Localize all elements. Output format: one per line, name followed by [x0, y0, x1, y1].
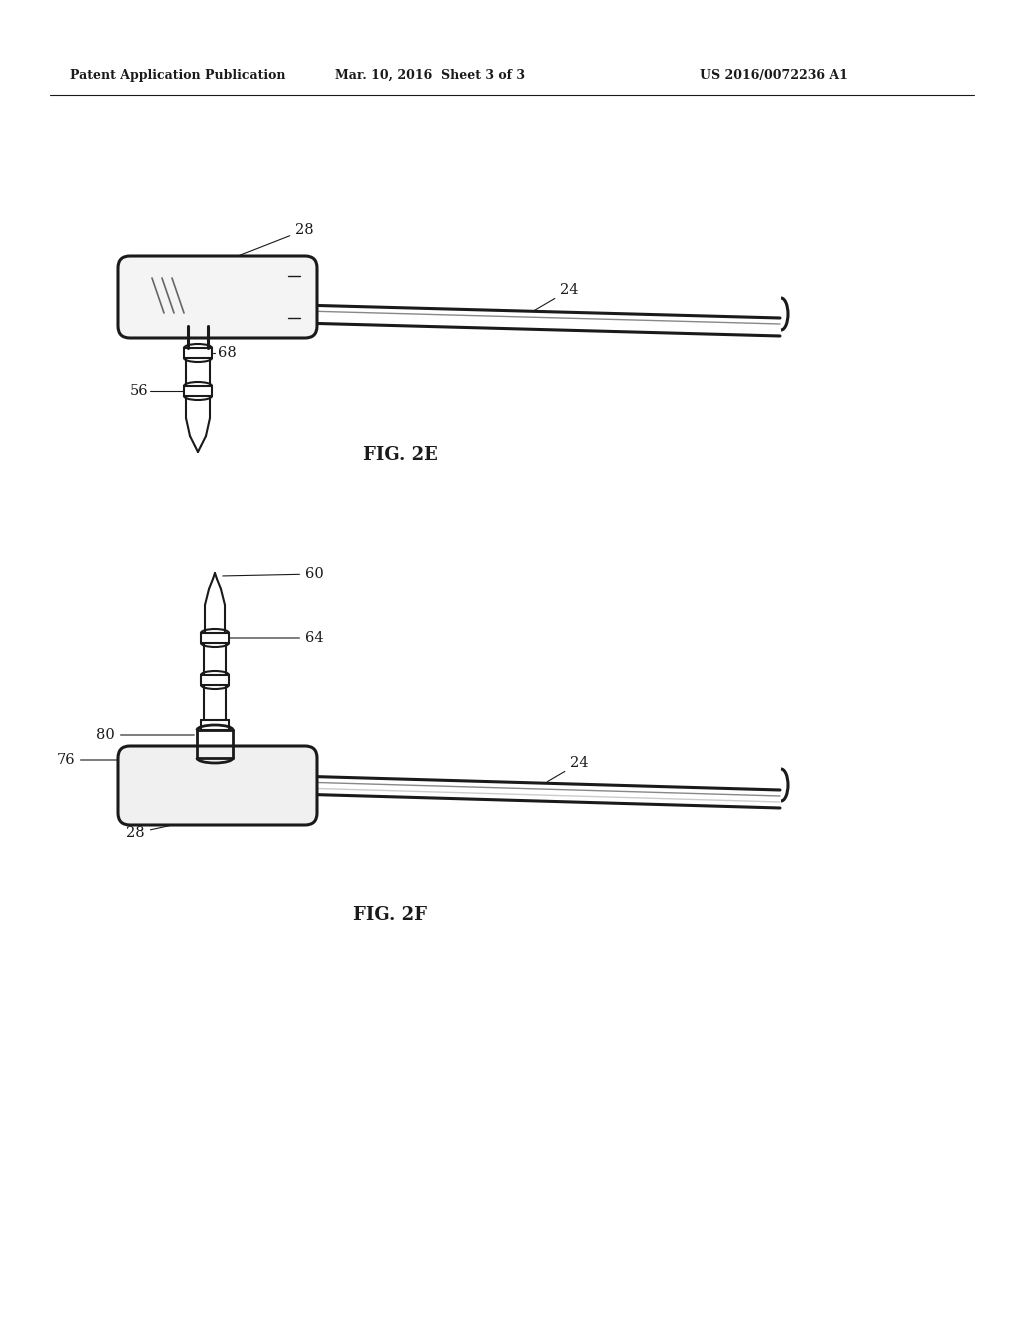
- Text: 76: 76: [56, 752, 132, 767]
- Text: 80: 80: [96, 729, 195, 742]
- Text: 60: 60: [223, 568, 324, 581]
- Text: US 2016/0072236 A1: US 2016/0072236 A1: [700, 69, 848, 82]
- Text: Mar. 10, 2016  Sheet 3 of 3: Mar. 10, 2016 Sheet 3 of 3: [335, 69, 525, 82]
- Text: 28: 28: [217, 223, 313, 264]
- Text: 24: 24: [532, 282, 579, 312]
- Text: Patent Application Publication: Patent Application Publication: [70, 69, 286, 82]
- Text: 56: 56: [129, 384, 148, 399]
- Text: 28: 28: [126, 818, 203, 840]
- Text: FIG. 2E: FIG. 2E: [362, 446, 437, 465]
- FancyBboxPatch shape: [118, 256, 317, 338]
- Text: 64: 64: [229, 631, 324, 645]
- Text: 68: 68: [218, 346, 237, 360]
- FancyBboxPatch shape: [118, 746, 317, 825]
- Text: FIG. 2F: FIG. 2F: [353, 906, 427, 924]
- Text: 24: 24: [548, 756, 589, 781]
